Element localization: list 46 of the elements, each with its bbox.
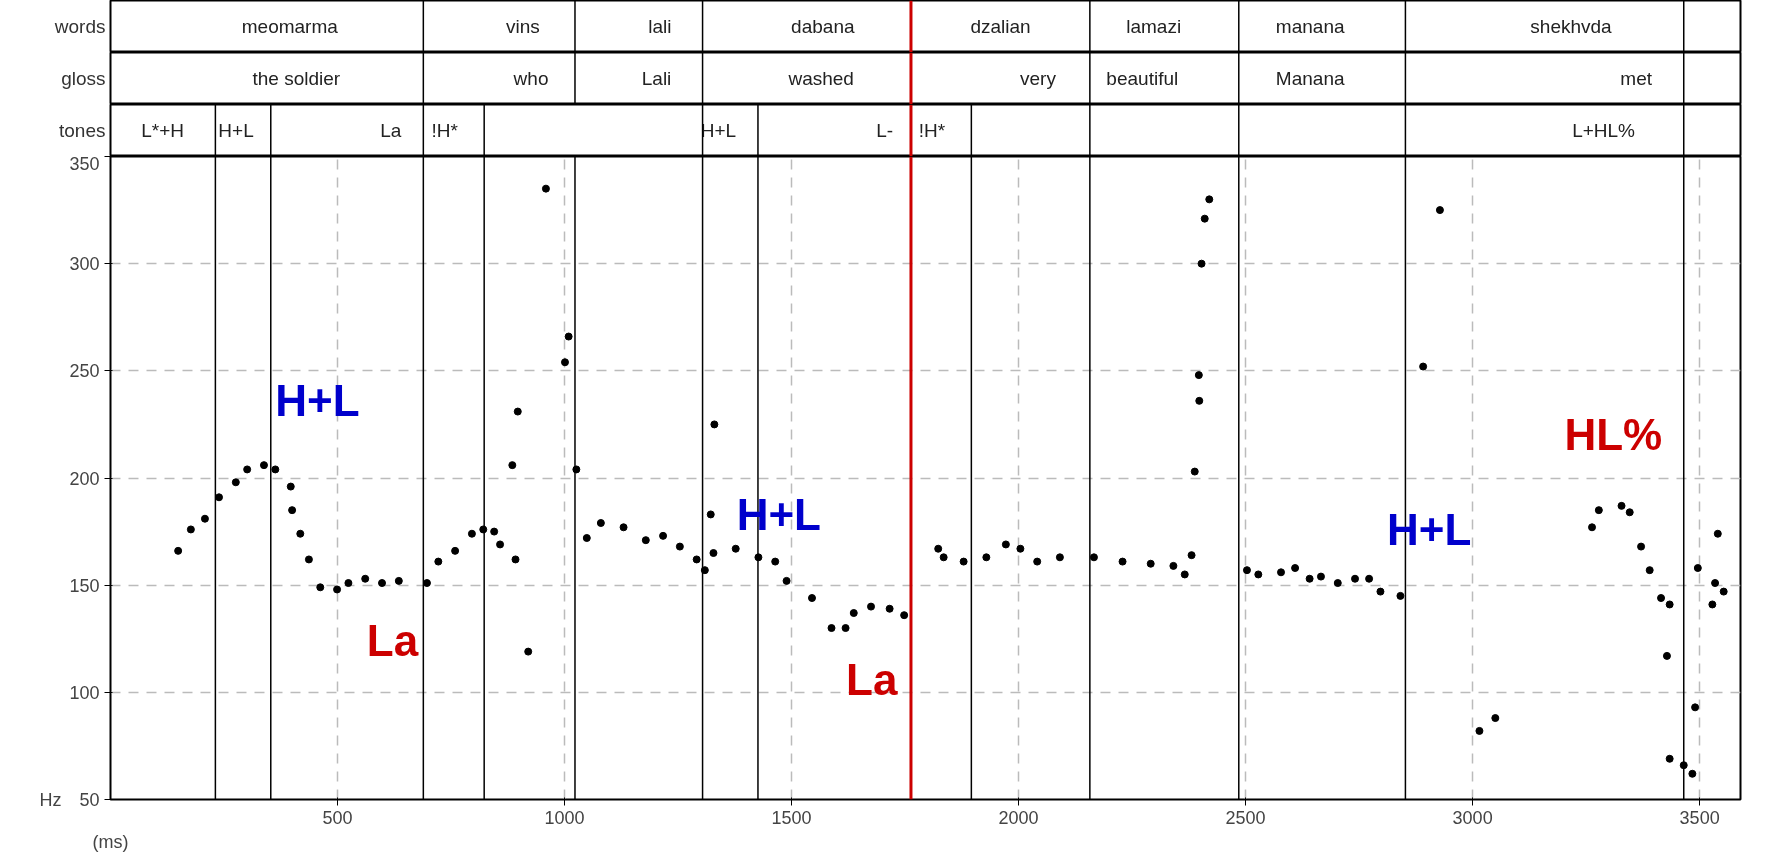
text: La: [380, 120, 402, 141]
x-tick-label: 3500: [1679, 807, 1720, 828]
text: lamazi: [1126, 16, 1182, 37]
text: lali: [648, 16, 672, 37]
y-tick-label: 350: [69, 153, 100, 174]
y-tick-label: 100: [69, 682, 100, 703]
x-axis-title: (ms): [92, 831, 129, 852]
text: gloss: [61, 68, 106, 89]
text: dzalian: [970, 16, 1031, 37]
y-tick-label: 200: [69, 468, 100, 489]
y-tick-label: 300: [69, 254, 100, 275]
text: L-: [876, 120, 894, 141]
text: words: [53, 16, 106, 37]
x-tick-label: 1500: [771, 807, 812, 828]
annotation: H+L: [275, 376, 360, 426]
annotation: La: [846, 654, 898, 704]
text: L*+H: [141, 120, 185, 141]
annotation: HL%: [1564, 410, 1663, 460]
text: met: [1620, 68, 1653, 89]
text: beautiful: [1106, 68, 1179, 89]
text: the soldier: [252, 68, 341, 89]
text: who: [512, 68, 549, 89]
y-tick-label: 250: [69, 361, 100, 382]
text: shekhvda: [1530, 16, 1613, 37]
text: meomarma: [241, 16, 339, 37]
x-tick-label: 500: [322, 807, 353, 828]
annotation: La: [366, 616, 419, 666]
text: H+L: [218, 120, 254, 141]
text: Manana: [1275, 68, 1345, 89]
text: Lali: [641, 68, 672, 89]
text: very: [1020, 68, 1057, 89]
x-tick-label: 3000: [1452, 807, 1493, 828]
text: dabana: [791, 16, 855, 37]
y-tick-label: 50: [79, 790, 100, 810]
text: L+HL%: [1572, 120, 1636, 141]
text: manana: [1275, 16, 1345, 37]
y-axis-title: Hz: [39, 789, 62, 810]
text: !H*: [431, 120, 459, 141]
text: vins: [506, 16, 540, 37]
x-tick-label: 2500: [1225, 807, 1266, 828]
text: !H*: [918, 120, 946, 141]
x-tick-label: 2000: [998, 807, 1039, 828]
y-tick-label: 150: [69, 575, 100, 596]
x-tick-label: 1000: [544, 807, 585, 828]
text: washed: [787, 68, 854, 89]
text: tones: [59, 120, 106, 141]
